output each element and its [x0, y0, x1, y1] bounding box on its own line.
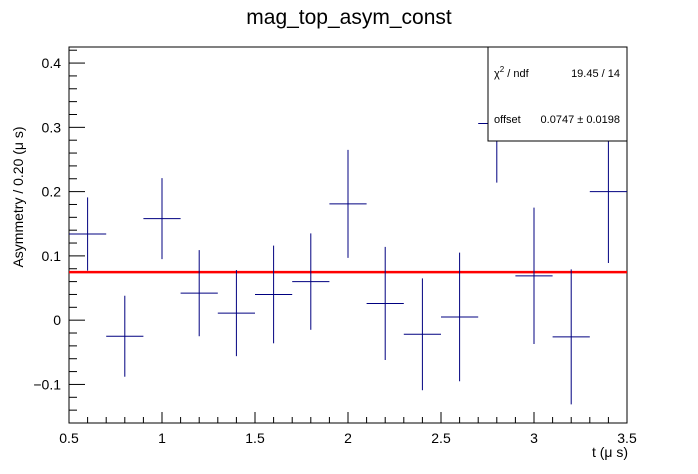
- chi2-symbol: χ: [494, 68, 500, 80]
- data-point: [366, 246, 404, 361]
- data-point: [515, 207, 553, 344]
- x-tick-label: 2: [344, 430, 352, 446]
- data-point: [69, 197, 107, 271]
- stats-box-frame: [487, 46, 628, 142]
- data-point: [403, 278, 441, 391]
- y-axis: −0.1 0 0.1 0.2 0.3 0.4: [33, 49, 85, 424]
- chi2-label: χ2 / ndf: [494, 65, 530, 80]
- x-tick-label: 3.5: [617, 430, 637, 446]
- x-tick-label: 1: [158, 430, 166, 446]
- y-tick-label: −0.1: [33, 376, 61, 392]
- x-axis-label: t (μ s): [592, 444, 628, 460]
- data-point: [441, 252, 479, 382]
- data-point: [589, 120, 627, 263]
- stats-box: χ2 / ndf 19.45 / 14 offset 0.0747 ± 0.01…: [487, 46, 628, 142]
- chart-title: mag_top_asym_const: [246, 6, 452, 29]
- chi2-value: 19.45 / 14: [571, 68, 620, 80]
- y-axis-label: Asymmetry / 0.20 (μ s): [10, 126, 26, 267]
- y-tick-label: 0.4: [42, 55, 62, 71]
- data-point: [217, 270, 255, 357]
- x-tick-label: 0.5: [59, 430, 79, 446]
- data-point: [143, 178, 181, 260]
- y-tick-label: 0.2: [42, 184, 62, 200]
- data-point: [180, 250, 218, 337]
- y-tick-label: 0.3: [42, 119, 62, 135]
- x-axis: 0.5 1 1.5 2 2.5 3 3.5: [59, 412, 637, 446]
- data-point: [106, 295, 144, 377]
- data-point: [329, 149, 367, 258]
- y-tick-label: 0.1: [42, 248, 62, 264]
- x-tick-label: 3: [530, 430, 538, 446]
- data-point: [292, 233, 330, 330]
- data-point: [552, 269, 590, 405]
- offset-label: offset: [494, 114, 521, 126]
- offset-value: 0.0747 ± 0.0198: [541, 114, 620, 126]
- x-tick-label: 1.5: [245, 430, 265, 446]
- x-tick-label: 2.5: [431, 430, 451, 446]
- y-tick-label: 0: [53, 312, 61, 328]
- chi2-suffix: / ndf: [504, 68, 529, 80]
- data-point: [255, 245, 293, 344]
- chi2-superscript: 2: [500, 65, 505, 74]
